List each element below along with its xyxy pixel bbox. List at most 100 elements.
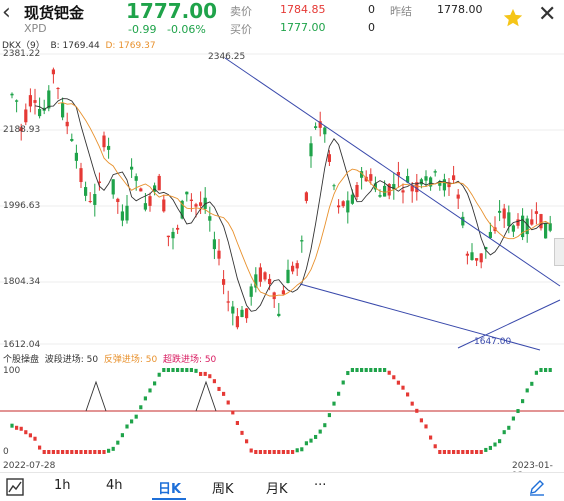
candle-body	[185, 191, 189, 195]
candle-body	[442, 179, 446, 191]
sub-bar	[419, 418, 423, 423]
sub-bar	[433, 444, 437, 449]
prev-settle-value: 1778.00	[437, 3, 483, 16]
sub-bar	[396, 380, 400, 385]
sub-axis-bottom: 0	[3, 447, 9, 457]
ma-line-black	[34, 98, 551, 312]
sub-bar	[61, 450, 65, 454]
sub-bar	[107, 448, 111, 453]
back-icon[interactable]: ‹	[2, 0, 11, 25]
sub-bar	[222, 391, 226, 396]
favorite-star-icon[interactable]	[502, 7, 524, 29]
sub-bar	[65, 450, 69, 454]
sub-bar	[323, 423, 327, 428]
candle-body	[383, 185, 387, 197]
candle-body	[120, 211, 124, 221]
candle-body	[511, 225, 515, 232]
tab-more[interactable]: ···	[314, 478, 327, 493]
candle-body	[415, 182, 419, 193]
candle-body	[88, 201, 92, 203]
sub-bar	[355, 368, 359, 372]
tab-1h[interactable]: 1h	[54, 478, 71, 493]
sub-bar	[10, 423, 14, 428]
candle-body	[281, 290, 285, 295]
sub-bar	[245, 439, 249, 444]
sub-bar	[516, 409, 520, 414]
candle-body	[355, 184, 359, 197]
candle-body	[226, 301, 230, 303]
candle-body	[304, 192, 308, 201]
sub-indicator-chart[interactable]	[0, 366, 564, 458]
sub-bar	[479, 450, 483, 454]
axis-label-4: 1804.34	[3, 277, 41, 287]
trendline-upper	[224, 57, 561, 287]
sub-bar	[392, 375, 396, 380]
tab-weekly[interactable]: 周K	[212, 482, 234, 497]
sub-bar	[401, 385, 405, 390]
sub-bar	[318, 429, 322, 434]
candle-body	[484, 246, 488, 250]
candle-body	[143, 203, 147, 210]
candle-body	[70, 138, 74, 141]
sub-bar	[461, 450, 465, 454]
sub-bar	[97, 450, 101, 454]
sub-bar	[268, 450, 272, 454]
candle-body	[387, 184, 391, 196]
close-icon[interactable]: ✕	[538, 2, 557, 27]
candle-body	[548, 223, 552, 231]
candlestick-chart[interactable]	[0, 48, 564, 352]
ma-line-orange	[57, 102, 551, 297]
candle-body	[245, 308, 249, 319]
sub-bar	[226, 400, 230, 405]
candle-body	[189, 199, 193, 201]
candle-body	[424, 176, 428, 181]
candle-body	[130, 166, 134, 170]
candle-body	[327, 154, 331, 162]
candle-body	[378, 195, 382, 197]
sub-bar	[189, 368, 193, 372]
sub-bar	[511, 416, 515, 421]
tab-4h[interactable]: 4h	[106, 478, 123, 493]
sub-bar	[350, 368, 354, 372]
chart-type-icon[interactable]	[6, 478, 24, 496]
sub-bar	[456, 450, 460, 454]
sub-bar	[488, 445, 492, 450]
sub-bar	[429, 435, 433, 440]
sub-bar	[51, 450, 55, 454]
candle-body	[286, 269, 290, 284]
sub-bar	[19, 426, 23, 431]
candle-body	[38, 109, 42, 117]
candle-body	[212, 239, 216, 250]
candle-body	[102, 135, 106, 148]
candle-body	[300, 240, 304, 242]
candle-body	[33, 100, 37, 103]
sub-bar	[295, 448, 299, 453]
candle-body	[318, 121, 322, 128]
candle-body	[263, 272, 267, 280]
sub-bar	[521, 399, 525, 404]
low-price-label: 1647.00	[474, 337, 512, 347]
sub-bar	[470, 450, 474, 454]
candle-body	[208, 216, 212, 221]
panel-handle[interactable]	[554, 238, 564, 266]
candle-body	[254, 274, 258, 288]
candle-body	[410, 185, 414, 192]
candle-body	[373, 183, 377, 190]
sub-bar	[143, 396, 147, 401]
buy-label: 买价	[230, 23, 252, 36]
draw-tool-icon[interactable]	[528, 478, 546, 496]
tab-daily[interactable]: 日K	[158, 482, 182, 497]
candle-body	[180, 200, 184, 219]
candle-body	[166, 235, 170, 238]
candle-body	[93, 194, 97, 205]
sub-bar	[530, 381, 534, 386]
candle-body	[19, 127, 23, 132]
sub-bar	[364, 368, 368, 372]
axis-label-top: 2381.22	[3, 49, 41, 59]
quote-header: ‹ 现货钯金 XPD 1777.00 -0.99 -0.06% 卖价 1784.…	[0, 0, 564, 36]
candle-body	[51, 69, 55, 75]
sub-bar	[102, 450, 106, 454]
tab-monthly[interactable]: 月K	[266, 482, 288, 497]
sub-bar	[79, 450, 83, 454]
candle-body	[24, 109, 28, 123]
